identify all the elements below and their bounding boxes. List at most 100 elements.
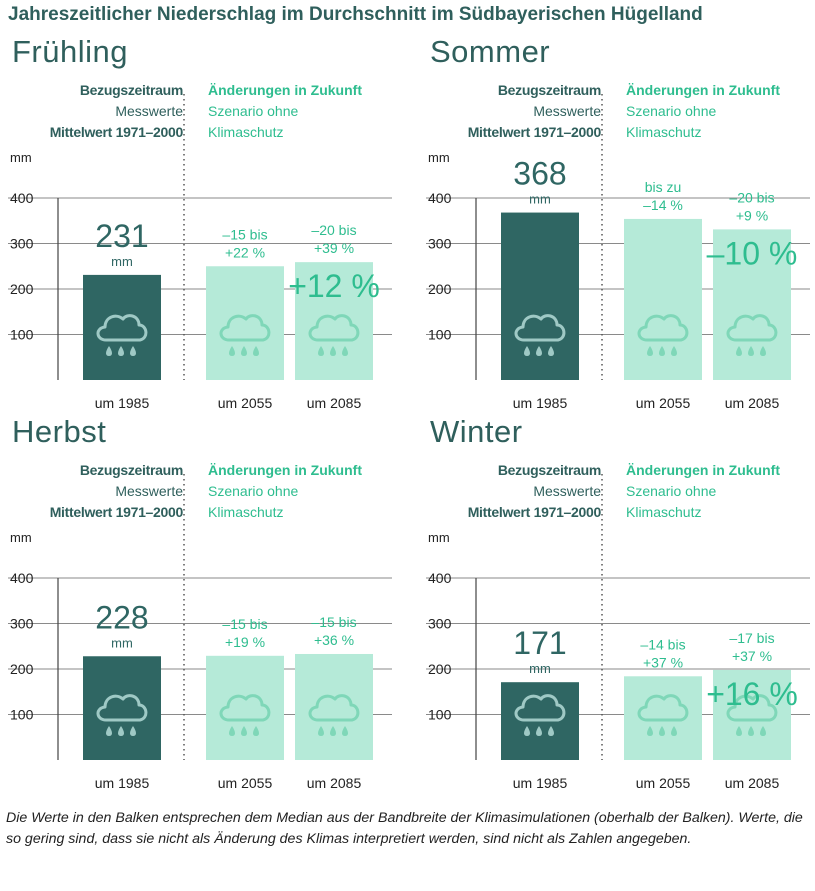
bar bbox=[295, 262, 373, 380]
bar bbox=[713, 669, 791, 760]
cloud-shape bbox=[514, 314, 566, 342]
y-tick-label: 200 bbox=[10, 281, 34, 297]
raindrop bbox=[524, 346, 530, 356]
x-tick-label: um 2055 bbox=[636, 395, 691, 411]
raindrop bbox=[118, 346, 124, 356]
raindrop bbox=[748, 346, 754, 356]
future-header: Änderungen in Zukunft Szenario ohne Klim… bbox=[208, 460, 362, 523]
median-label: –10 % bbox=[707, 235, 798, 271]
future-line-3: Klimaschutz bbox=[208, 124, 284, 140]
raindrop bbox=[736, 726, 742, 736]
bar bbox=[206, 266, 284, 380]
future-header: Änderungen in Zukunft Szenario ohne Klim… bbox=[626, 80, 780, 143]
range-label: –14 % bbox=[643, 197, 683, 213]
bar bbox=[83, 274, 161, 380]
reference-title: Bezugszeitraum bbox=[497, 462, 601, 478]
raindrop bbox=[130, 346, 136, 356]
reference-line-2: Messwerte bbox=[533, 483, 601, 499]
y-axis-label: mm bbox=[10, 150, 32, 165]
range-label: +36 % bbox=[314, 632, 354, 648]
y-axis-label: mm bbox=[10, 530, 32, 545]
x-tick-label: um 1985 bbox=[513, 395, 568, 411]
reference-line-3: Mittelwert 1971–2000 bbox=[49, 124, 184, 140]
panel-sommer: Sommer Bezugszeitraum Messwerte Mittelwe… bbox=[426, 34, 815, 414]
range-label: +9 % bbox=[736, 207, 768, 223]
y-tick-label: 200 bbox=[428, 281, 452, 297]
reference-line-2: Messwerte bbox=[115, 483, 183, 499]
raindrop bbox=[671, 726, 677, 736]
reference-title: Bezugszeitraum bbox=[497, 82, 601, 98]
cloud-shape bbox=[726, 314, 778, 342]
raindrop bbox=[536, 346, 542, 356]
cloud-shape bbox=[637, 314, 689, 342]
y-tick-label: 400 bbox=[10, 190, 34, 206]
bar bbox=[624, 676, 702, 760]
raindrop bbox=[748, 726, 754, 736]
range-label: –15 bis bbox=[222, 616, 267, 632]
raindrop bbox=[106, 726, 112, 736]
y-tick-label: 100 bbox=[428, 707, 452, 723]
range-label: –20 bis bbox=[311, 222, 356, 238]
future-title: Änderungen in Zukunft bbox=[626, 462, 780, 478]
rain-cloud-icon bbox=[637, 694, 689, 736]
raindrop bbox=[318, 346, 324, 356]
range-label: +37 % bbox=[643, 654, 683, 670]
future-line-2: Szenario ohne bbox=[208, 103, 299, 119]
reference-header: Bezugszeitraum Messwerte Mittelwert 1971… bbox=[468, 460, 602, 523]
raindrop bbox=[241, 346, 247, 356]
rain-cloud-icon bbox=[514, 314, 566, 356]
y-axis-label: mm bbox=[428, 530, 450, 545]
y-tick-label: 100 bbox=[10, 327, 34, 343]
raindrop bbox=[342, 726, 348, 736]
cloud-shape bbox=[96, 694, 148, 722]
raindrop bbox=[659, 726, 665, 736]
cloud-shape bbox=[96, 314, 148, 342]
season-title: Winter bbox=[430, 414, 523, 449]
future-line-2: Szenario ohne bbox=[626, 483, 717, 499]
raindrop bbox=[342, 346, 348, 356]
season-title: Sommer bbox=[430, 34, 551, 69]
y-tick-label: 300 bbox=[428, 616, 452, 632]
rain-cloud-icon bbox=[96, 314, 148, 356]
data-label: 368 bbox=[513, 156, 566, 192]
y-tick-label: 200 bbox=[10, 661, 34, 677]
raindrop bbox=[330, 346, 336, 356]
x-tick-label: um 2085 bbox=[307, 395, 362, 411]
rain-cloud-icon bbox=[726, 694, 778, 736]
raindrop bbox=[229, 726, 235, 736]
cloud-shape bbox=[637, 694, 689, 722]
median-label: +12 % bbox=[288, 268, 380, 304]
y-tick-label: 300 bbox=[428, 236, 452, 252]
raindrop bbox=[760, 726, 766, 736]
rain-cloud-icon bbox=[726, 314, 778, 356]
reference-header: Bezugszeitraum Messwerte Mittelwert 1971… bbox=[467, 80, 602, 143]
range-label: –17 bis bbox=[729, 630, 774, 646]
data-label-unit: mm bbox=[529, 192, 551, 207]
future-line-3: Klimaschutz bbox=[626, 504, 702, 520]
x-tick-label: um 2055 bbox=[218, 395, 273, 411]
rain-cloud-icon bbox=[308, 314, 360, 356]
raindrop bbox=[130, 726, 136, 736]
rain-cloud-icon bbox=[514, 694, 566, 736]
reference-title: Bezugszeitraum bbox=[79, 82, 183, 98]
x-tick-label: um 1985 bbox=[513, 775, 568, 791]
range-label: bis zu bbox=[645, 179, 682, 195]
raindrop bbox=[524, 726, 530, 736]
future-title: Änderungen in Zukunft bbox=[626, 82, 780, 98]
bar bbox=[206, 655, 284, 760]
y-tick-label: 400 bbox=[428, 190, 452, 206]
reference-line-3: Mittelwert 1971–2000 bbox=[467, 124, 602, 140]
panel-winter: Winter Bezugszeitraum Messwerte Mittelwe… bbox=[426, 414, 815, 794]
cloud-shape bbox=[514, 694, 566, 722]
cloud-shape bbox=[308, 314, 360, 342]
x-tick-label: um 2055 bbox=[218, 775, 273, 791]
rain-cloud-icon bbox=[637, 314, 689, 356]
reference-line-2: Messwerte bbox=[115, 103, 183, 119]
bar bbox=[295, 653, 373, 760]
rain-cloud-icon bbox=[96, 694, 148, 736]
y-tick-label: 300 bbox=[10, 616, 34, 632]
